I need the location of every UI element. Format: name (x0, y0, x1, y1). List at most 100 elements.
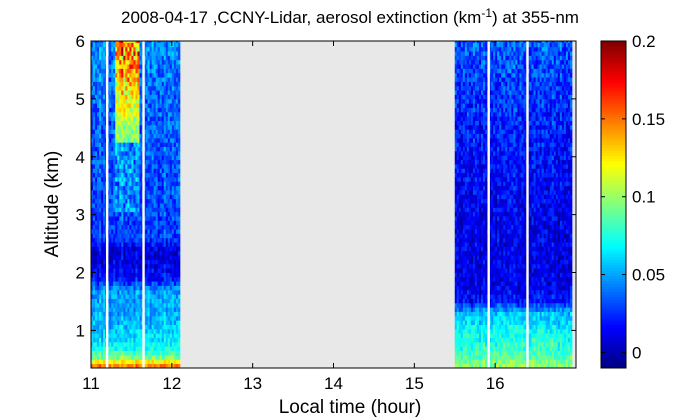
heatmap-cell (483, 220, 486, 226)
heatmap-cell (456, 311, 460, 317)
heatmap-cell (93, 294, 96, 299)
heatmap-cell (481, 268, 484, 273)
heatmap-cell (143, 77, 146, 82)
heatmap-cell (91, 55, 94, 61)
heatmap-cell (464, 203, 468, 208)
heatmap-cell (115, 302, 118, 308)
heatmap-cell (121, 289, 124, 295)
heatmap-cell (495, 181, 498, 187)
heatmap-cell (464, 354, 468, 360)
heatmap-cell (149, 289, 153, 295)
heatmap-cell (137, 159, 140, 165)
heatmap-cell (151, 133, 155, 139)
heatmap-cell (155, 229, 159, 234)
heatmap-cell (153, 350, 157, 356)
heatmap-cell (462, 68, 466, 74)
heatmap-cell (97, 346, 100, 352)
heatmap-cell (135, 94, 138, 100)
heatmap-cell (171, 359, 175, 365)
heatmap-cell (470, 203, 474, 208)
heatmap-cell (93, 307, 96, 312)
heatmap-cell (460, 359, 464, 365)
heatmap-cell (175, 207, 179, 213)
heatmap-cell (97, 311, 100, 317)
heatmap-cell (171, 337, 175, 343)
heatmap-cell (153, 346, 157, 352)
heatmap-cell (117, 276, 120, 282)
heatmap-cell (456, 276, 460, 282)
heatmap-cell (454, 294, 458, 299)
heatmap-cell (161, 177, 165, 182)
heatmap-cell (135, 207, 138, 213)
heatmap-cell (153, 103, 157, 108)
heatmap-cell (95, 68, 98, 74)
heatmap-cell (113, 77, 116, 82)
heatmap-cell (139, 259, 142, 265)
heatmap-cell (117, 302, 120, 308)
heatmap-cell (109, 77, 112, 82)
heatmap-cell (163, 116, 167, 121)
heatmap-cell (153, 328, 157, 334)
heatmap-cell (175, 242, 179, 247)
heatmap-cell (121, 307, 124, 312)
heatmap-cell (107, 46, 110, 52)
heatmap-cell (99, 333, 102, 339)
heatmap-cell (117, 328, 120, 334)
heatmap-cell (121, 51, 124, 56)
heatmap-cell (493, 337, 496, 343)
heatmap-cell (159, 107, 163, 113)
heatmap-cell (159, 242, 163, 247)
heatmap-cell (131, 146, 134, 152)
heatmap-cell (173, 315, 177, 321)
heatmap-cell (129, 185, 132, 191)
heatmap-cell (169, 103, 173, 108)
heatmap-cell (171, 229, 175, 234)
heatmap-cell (123, 98, 126, 104)
heatmap-cell (111, 159, 114, 165)
heatmap-cell (131, 229, 134, 234)
heatmap-cell (458, 103, 462, 108)
heatmap-cell (117, 298, 120, 304)
heatmap-cell (493, 272, 496, 278)
heatmap-cell (135, 41, 138, 43)
heatmap-cell (117, 311, 120, 317)
heatmap-cell (454, 68, 458, 74)
heatmap-cell (169, 350, 173, 356)
heatmap-cell (454, 90, 458, 95)
heatmap-cell (117, 155, 120, 161)
heatmap-cell (458, 276, 462, 282)
heatmap-cell (472, 272, 476, 278)
heatmap-cell (109, 198, 112, 204)
chart-title: 2008-04-17 ,CCNY-Lidar, aerosol extincti… (121, 6, 579, 27)
heatmap-cell (462, 111, 466, 117)
heatmap-cell (151, 120, 155, 126)
heatmap-cell (171, 242, 175, 247)
heatmap-cell (123, 320, 126, 325)
heatmap-cell (474, 107, 478, 113)
heatmap-cell (143, 363, 146, 369)
heatmap-cell (159, 281, 163, 286)
heatmap-cell (155, 59, 159, 65)
heatmap-cell (153, 129, 157, 134)
heatmap-cell (157, 64, 161, 69)
heatmap-cell (481, 272, 484, 278)
heatmap-cell (470, 120, 474, 126)
heatmap-cell (133, 307, 136, 312)
heatmap-cell (171, 46, 175, 52)
heatmap-cell (462, 337, 466, 343)
heatmap-cell (175, 42, 179, 48)
heatmap-cell (476, 354, 480, 360)
heatmap-cell (153, 363, 157, 369)
heatmap-cell (458, 41, 462, 43)
heatmap-cell (135, 224, 138, 230)
heatmap-cell (131, 72, 134, 78)
heatmap-cell (127, 198, 130, 204)
heatmap-cell (125, 181, 128, 187)
heatmap-cell (161, 59, 165, 65)
heatmap-cell (93, 302, 96, 308)
heatmap-cell (125, 354, 128, 360)
heatmap-cell (161, 133, 165, 139)
heatmap-cell (489, 255, 492, 260)
heatmap-cell (147, 272, 150, 278)
heatmap-cell (93, 216, 96, 221)
